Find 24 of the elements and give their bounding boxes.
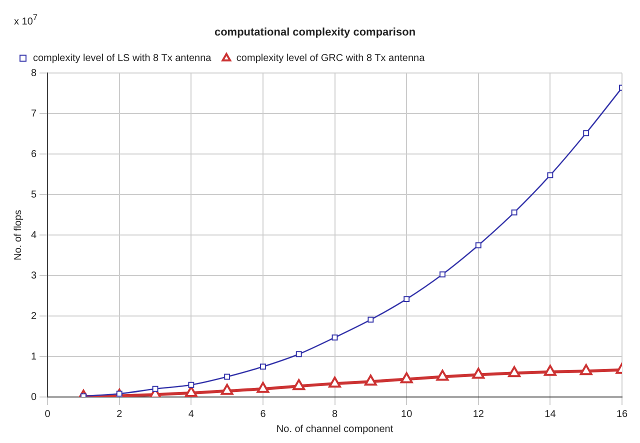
- x-tick-label: 0: [44, 408, 51, 420]
- y-tick-label: 5: [31, 189, 37, 200]
- x-tick-label: 2: [116, 408, 123, 420]
- x-tick-label: 6: [260, 408, 266, 420]
- x-tick-label: 8: [332, 408, 338, 420]
- y-tick-label: 4: [31, 230, 37, 241]
- legend-label: complexity level of LS with 8 Tx antenna: [33, 52, 212, 64]
- y-axis-title: No. of flops: [12, 210, 24, 260]
- x-tick-label: 12: [472, 408, 484, 420]
- x-tick-label: 16: [616, 408, 628, 420]
- x-tick-label: 14: [544, 408, 556, 420]
- text: x 10$^{7}$: [14, 12, 38, 28]
- chart-title: computational complexity comparison: [214, 26, 416, 39]
- y-tick-label: 0: [31, 392, 37, 403]
- x-tick-label: 10: [401, 408, 413, 420]
- y-tick-label: 7: [31, 108, 37, 120]
- y-tick-label: 1: [31, 351, 37, 362]
- legend-label: complexity level of GRC with 8 Tx antenna: [236, 52, 426, 64]
- x-axis-title: No. of channel component: [276, 424, 394, 435]
- y-tick-label: 8: [31, 68, 37, 79]
- y-tick-label: 6: [31, 148, 37, 160]
- x-tick-label: 4: [188, 408, 194, 420]
- y-tick-label: 2: [31, 310, 37, 322]
- y-tick-label: 3: [31, 270, 37, 282]
